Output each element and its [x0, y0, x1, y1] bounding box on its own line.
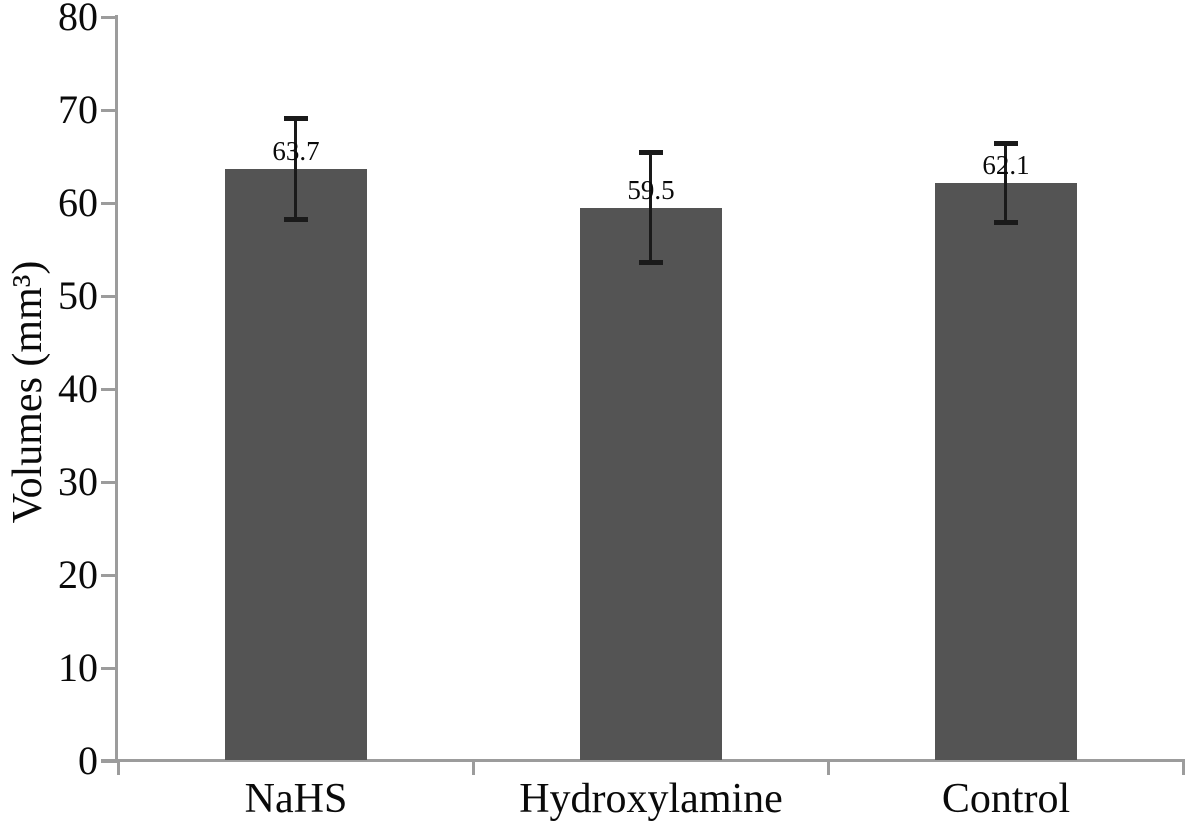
bar-value-label: 59.5: [627, 175, 675, 205]
y-axis-tick: [101, 202, 116, 205]
y-axis-tick-label: 70: [58, 87, 98, 132]
x-axis-tick: [1182, 760, 1185, 775]
y-axis-tick-label: 50: [58, 273, 98, 318]
error-bar-cap-bottom: [284, 217, 308, 222]
y-axis-tick: [101, 667, 116, 670]
y-axis-tick-label: 20: [58, 552, 98, 597]
x-axis-line: [101, 759, 1185, 762]
error-bar-cap-top: [994, 141, 1018, 146]
y-axis-tick-label: 10: [58, 645, 98, 690]
x-axis-tick: [827, 760, 830, 775]
bar-value-label: 62.1: [982, 150, 1030, 180]
y-axis-tick-label: 0: [78, 738, 98, 783]
y-axis-tick-label: 30: [58, 459, 98, 504]
y-axis-line: [115, 15, 118, 763]
bar-control: [935, 183, 1077, 760]
y-axis-tick-label: 60: [58, 180, 98, 225]
category-label-control: Control: [941, 776, 1071, 822]
error-bar-cap-top: [639, 150, 663, 155]
y-axis-tick: [101, 16, 116, 19]
y-axis-tick: [101, 295, 116, 298]
x-axis-tick: [117, 760, 120, 775]
error-bar-line: [1004, 143, 1007, 223]
error-bar-cap-top: [284, 116, 308, 121]
category-label-hydroxylamine: Hydroxylamine: [519, 776, 783, 822]
x-axis-tick: [472, 760, 475, 775]
y-axis-tick: [101, 481, 116, 484]
bar-hydroxylamine: [580, 208, 722, 760]
bar-nahs: [225, 169, 367, 760]
y-axis-tick: [101, 574, 116, 577]
error-bar-cap-bottom: [639, 260, 663, 265]
error-bar-line: [294, 118, 297, 219]
bar-value-label: 63.7: [272, 136, 320, 166]
category-label-nahs: NaHS: [244, 776, 348, 822]
y-axis-tick: [101, 760, 116, 763]
error-bar-line: [649, 152, 652, 264]
y-axis-tick-label: 40: [58, 366, 98, 411]
error-bar-cap-bottom: [994, 220, 1018, 225]
y-axis-tick: [101, 109, 116, 112]
y-axis-tick: [101, 388, 116, 391]
y-axis-tick-label: 80: [58, 0, 98, 39]
